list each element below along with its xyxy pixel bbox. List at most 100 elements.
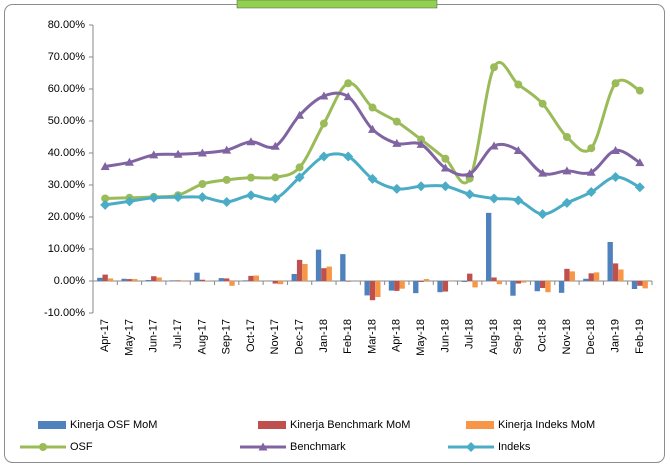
point-marker (465, 169, 475, 178)
x-tick-label: Aug-18 (488, 319, 500, 354)
point-marker (392, 117, 401, 126)
bar (97, 277, 103, 281)
bar (170, 280, 176, 281)
point-marker (245, 190, 256, 201)
bar (520, 281, 527, 283)
bar (277, 281, 284, 285)
bar (248, 275, 254, 281)
bar (156, 277, 162, 281)
y-tick-label: 40.00% (48, 147, 86, 159)
x-tick-label: Mar-18 (366, 319, 378, 354)
x-tick-label: Aug-17 (196, 319, 208, 354)
title-box (236, 0, 438, 9)
bar (321, 268, 327, 281)
bar (437, 281, 443, 293)
bar (296, 259, 303, 281)
bar (569, 271, 575, 281)
x-tick-label: Jun-17 (148, 319, 160, 353)
x-tick-label: Feb-19 (634, 319, 646, 354)
legend-marker (258, 442, 268, 451)
point-marker (586, 167, 596, 176)
bar (364, 281, 370, 296)
bar (423, 279, 430, 281)
bar (229, 281, 235, 286)
bar (199, 279, 206, 281)
point-marker (221, 196, 232, 207)
chart-border (4, 4, 665, 463)
point-marker (318, 151, 329, 162)
bar (564, 268, 570, 281)
point-marker (101, 194, 110, 203)
legend-label: Kinerja OSF MoM (70, 419, 157, 431)
bar (224, 278, 230, 281)
bar (145, 280, 152, 281)
point-marker (490, 63, 499, 72)
bar (612, 263, 619, 281)
point-marker (271, 173, 280, 182)
point-marker (514, 80, 523, 89)
x-tick-label: Oct-17 (245, 319, 257, 352)
bar (126, 279, 133, 281)
legend-marker (39, 443, 47, 451)
legend-marker (466, 442, 476, 452)
bar (388, 281, 395, 291)
bar (375, 281, 381, 297)
x-tick-label: May-18 (415, 319, 427, 356)
x-tick-label: Jan-18 (318, 319, 330, 353)
bar (631, 281, 638, 289)
point-marker (270, 193, 281, 204)
point-marker (222, 175, 231, 184)
legend-label: OSF (70, 441, 93, 453)
y-tick-label: 20.00% (48, 211, 86, 223)
point-marker (246, 173, 255, 182)
point-marker (173, 192, 184, 203)
bar (180, 280, 187, 281)
bar (618, 269, 624, 281)
bar (486, 212, 492, 281)
bar (253, 275, 259, 281)
point-marker (197, 148, 207, 157)
bar (593, 272, 600, 281)
bar (315, 249, 322, 281)
point-marker (343, 151, 354, 162)
bar (558, 281, 565, 293)
bar (242, 280, 249, 281)
legend-swatch (258, 421, 286, 429)
x-tick-label: May-17 (123, 319, 135, 356)
point-marker (197, 192, 208, 203)
bar (369, 281, 376, 301)
point-marker (270, 141, 280, 150)
bar (399, 281, 405, 289)
legend-swatch (466, 421, 494, 429)
bar (588, 273, 594, 281)
bar (413, 281, 419, 294)
bar (461, 281, 468, 282)
point-marker (173, 149, 183, 158)
point-marker (392, 138, 402, 147)
bar (102, 274, 108, 281)
legend-label: Kinerja Benchmark MoM (290, 419, 410, 431)
bar (607, 241, 613, 281)
point-marker (100, 199, 111, 210)
point-marker (367, 173, 378, 184)
legend-swatch (38, 421, 66, 429)
point-marker (344, 79, 353, 88)
bar (510, 281, 516, 296)
y-tick-label: 30.00% (48, 179, 86, 191)
bar (418, 281, 424, 282)
bar (218, 278, 225, 281)
point-marker (538, 168, 548, 177)
x-tick-label: Dec-18 (585, 319, 597, 354)
point-marker (149, 150, 159, 159)
point-marker (611, 145, 621, 154)
bar (539, 281, 546, 289)
x-tick-label: Jul-17 (172, 319, 184, 349)
point-marker (246, 137, 256, 146)
legend-label: Benchmark (290, 441, 346, 453)
point-marker (100, 161, 110, 170)
point-marker (416, 139, 426, 148)
point-marker (635, 86, 644, 95)
bar (534, 281, 540, 292)
bar (637, 281, 643, 286)
